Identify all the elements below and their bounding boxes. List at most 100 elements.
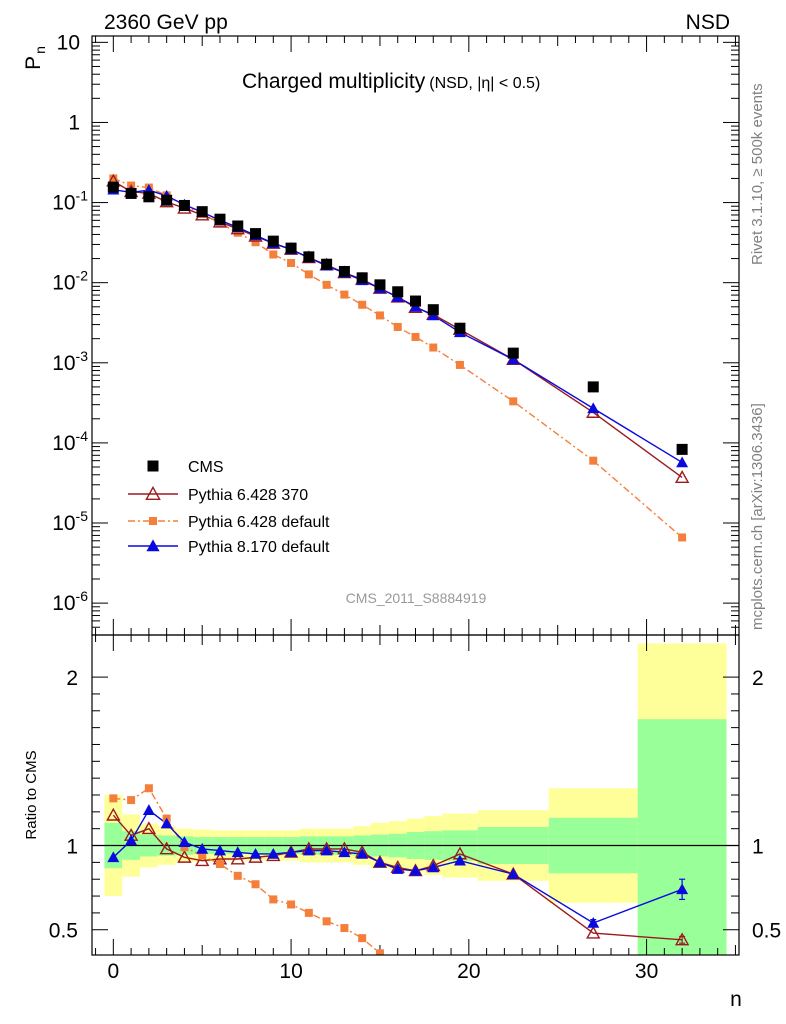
main-point-cms: [125, 187, 137, 199]
main-point-pythia-6-428-default: [678, 533, 687, 542]
legend-marker-pythia-6-428-default: [149, 517, 157, 525]
main-ytick-label-exp: -6: [76, 588, 89, 604]
main-ylabel-base: P: [22, 56, 45, 70]
main-point-pythia-6-428-default: [411, 332, 420, 341]
main-point-cms: [178, 199, 190, 211]
main-point-pythia-6-428-default: [322, 280, 331, 289]
main-point-cms: [507, 347, 519, 359]
main-point-pythia-6-428-default: [455, 360, 464, 369]
main-point-pythia-6-428-default: [269, 250, 278, 259]
ratio-point-pythia-6-428-default: [233, 871, 242, 880]
ratio-point-pythia-6-428-default: [340, 924, 349, 933]
main-point-pythia-8-170-default: [587, 402, 600, 414]
ratio-point-pythia-6-428-370: [177, 849, 192, 863]
main-point-pythia-6-428-370: [674, 470, 690, 483]
ratio-band-inner: [637, 719, 727, 955]
ratio-point-pythia-8-170-default: [213, 844, 226, 856]
ratio-point-pythia-8-170-default: [249, 847, 262, 859]
ratio-point-pythia-8-170-default: [125, 834, 138, 846]
header-process-label: NSD: [686, 11, 730, 34]
ratio-ytick-label: 0.5: [49, 920, 78, 943]
ratio-point-pythia-8-170-default: [178, 836, 191, 847]
main-point-cms: [427, 304, 439, 316]
main-point-cms: [232, 220, 244, 232]
main-ytick-label: 10-4: [52, 428, 88, 455]
main-ytick-label-base: 10: [52, 592, 75, 615]
ratio-ytick-label-right: 2: [752, 667, 764, 690]
main-ytick-label-base: 10: [52, 192, 75, 215]
main-point-cms: [161, 194, 173, 206]
main-ylabel: Pn: [22, 46, 48, 70]
ratio-panel-frame: [91, 634, 740, 956]
chart-title-cut: (NSD, |η| < 0.5): [429, 75, 540, 92]
ratio-point-pythia-6-428-370: [674, 932, 690, 946]
legend-marker-cms: [147, 460, 159, 472]
ratio-xtick-label: 20: [457, 960, 480, 983]
ratio-point-pythia-8-170-default: [196, 842, 209, 854]
ratio-point-pythia-6-428-default: [198, 851, 207, 860]
main-panel-series: [106, 173, 690, 542]
main-point-cms: [374, 279, 386, 291]
legend-label-cms: CMS: [188, 459, 224, 476]
ratio-point-pythia-8-170-default: [453, 854, 466, 866]
ratio-panel-series: [106, 784, 690, 955]
chart-title: Charged multiplicity (NSD, |η| < 0.5): [242, 70, 540, 93]
main-point-cms: [454, 322, 466, 334]
main-point-pythia-6-428-default: [304, 270, 313, 279]
main-point-cms: [214, 213, 226, 225]
main-point-cms: [285, 242, 297, 254]
main-ytick-label-exp: -3: [76, 348, 89, 364]
main-ytick-label: 10-3: [52, 348, 88, 375]
header-energy-label: 2360 GeV pp: [104, 11, 228, 34]
ratio-point-pythia-8-170-default: [142, 804, 155, 815]
ratio-point-pythia-8-170-default: [320, 844, 333, 856]
main-point-cms: [196, 206, 208, 218]
main-point-cms: [250, 228, 262, 240]
ratio-point-pythia-8-170-default: [373, 856, 386, 868]
main-ytick-label: 10: [57, 31, 80, 54]
main-point-pythia-6-428-default: [251, 238, 260, 247]
ratio-point-pythia-8-170-default: [676, 883, 689, 895]
ratio-point-pythia-6-428-370: [230, 851, 245, 865]
ratio-xlabel: n: [730, 988, 742, 1011]
side-label-rivet: Rivet 3.1.10, ≥ 500k events: [749, 83, 766, 265]
ratio-point-pythia-6-428-default: [127, 796, 136, 805]
main-line-pythia-6-428-default: [113, 177, 683, 538]
ratio-point-pythia-6-428-default: [144, 784, 153, 793]
main-ytick-label-base: 10: [52, 272, 75, 295]
main-ytick-label-base: 10: [52, 512, 75, 535]
ratio-point-pythia-8-170-default: [356, 847, 369, 859]
ratio-ytick-label: 2: [66, 667, 78, 690]
main-point-cms: [356, 272, 368, 284]
legend-label-pythia-8-170-default: Pythia 8.170 default: [188, 539, 330, 556]
ratio-xtick-label: 30: [635, 960, 658, 983]
ratio-point-pythia-8-170-default: [409, 864, 422, 876]
chart-title-main: Charged multiplicity: [242, 70, 426, 93]
main-point-pythia-6-428-default: [589, 456, 598, 465]
main-point-cms: [338, 265, 350, 277]
main-point-pythia-6-428-default: [233, 228, 242, 237]
ratio-point-pythia-6-428-default: [304, 908, 313, 917]
main-ytick-label: 10-2: [52, 268, 88, 295]
main-ytick-label: 1: [68, 111, 80, 134]
ratio-ytick-label: 1: [66, 836, 78, 859]
ratio-point-pythia-6-428-default: [375, 949, 384, 955]
main-ytick-label-exp: -2: [76, 268, 89, 284]
ratio-panel-ticks: 0.5 0.51 12 20 10 20 30: [49, 635, 781, 983]
main-point-cms: [267, 235, 279, 247]
main-point-cms: [107, 181, 119, 193]
main-point-pythia-6-428-default: [287, 259, 296, 268]
main-point-pythia-6-428-default: [393, 322, 402, 331]
legend: CMS Pythia 6.428 370 Pythia 6.428 default P…: [128, 459, 330, 556]
main-point-cms: [143, 191, 155, 203]
ratio-point-pythia-6-428-370: [141, 821, 157, 835]
ratio-point-pythia-8-170-default: [587, 917, 600, 928]
ratio-point-pythia-8-170-default: [107, 851, 120, 863]
ratio-point-pythia-8-170-default: [427, 861, 440, 873]
ratio-point-pythia-6-428-default: [358, 934, 367, 943]
main-point-cms: [303, 251, 315, 263]
legend-marker-pythia-8-170-default: [146, 539, 160, 552]
ratio-point-pythia-8-170-default: [507, 868, 520, 879]
main-ytick-label: 10-1: [52, 188, 88, 215]
